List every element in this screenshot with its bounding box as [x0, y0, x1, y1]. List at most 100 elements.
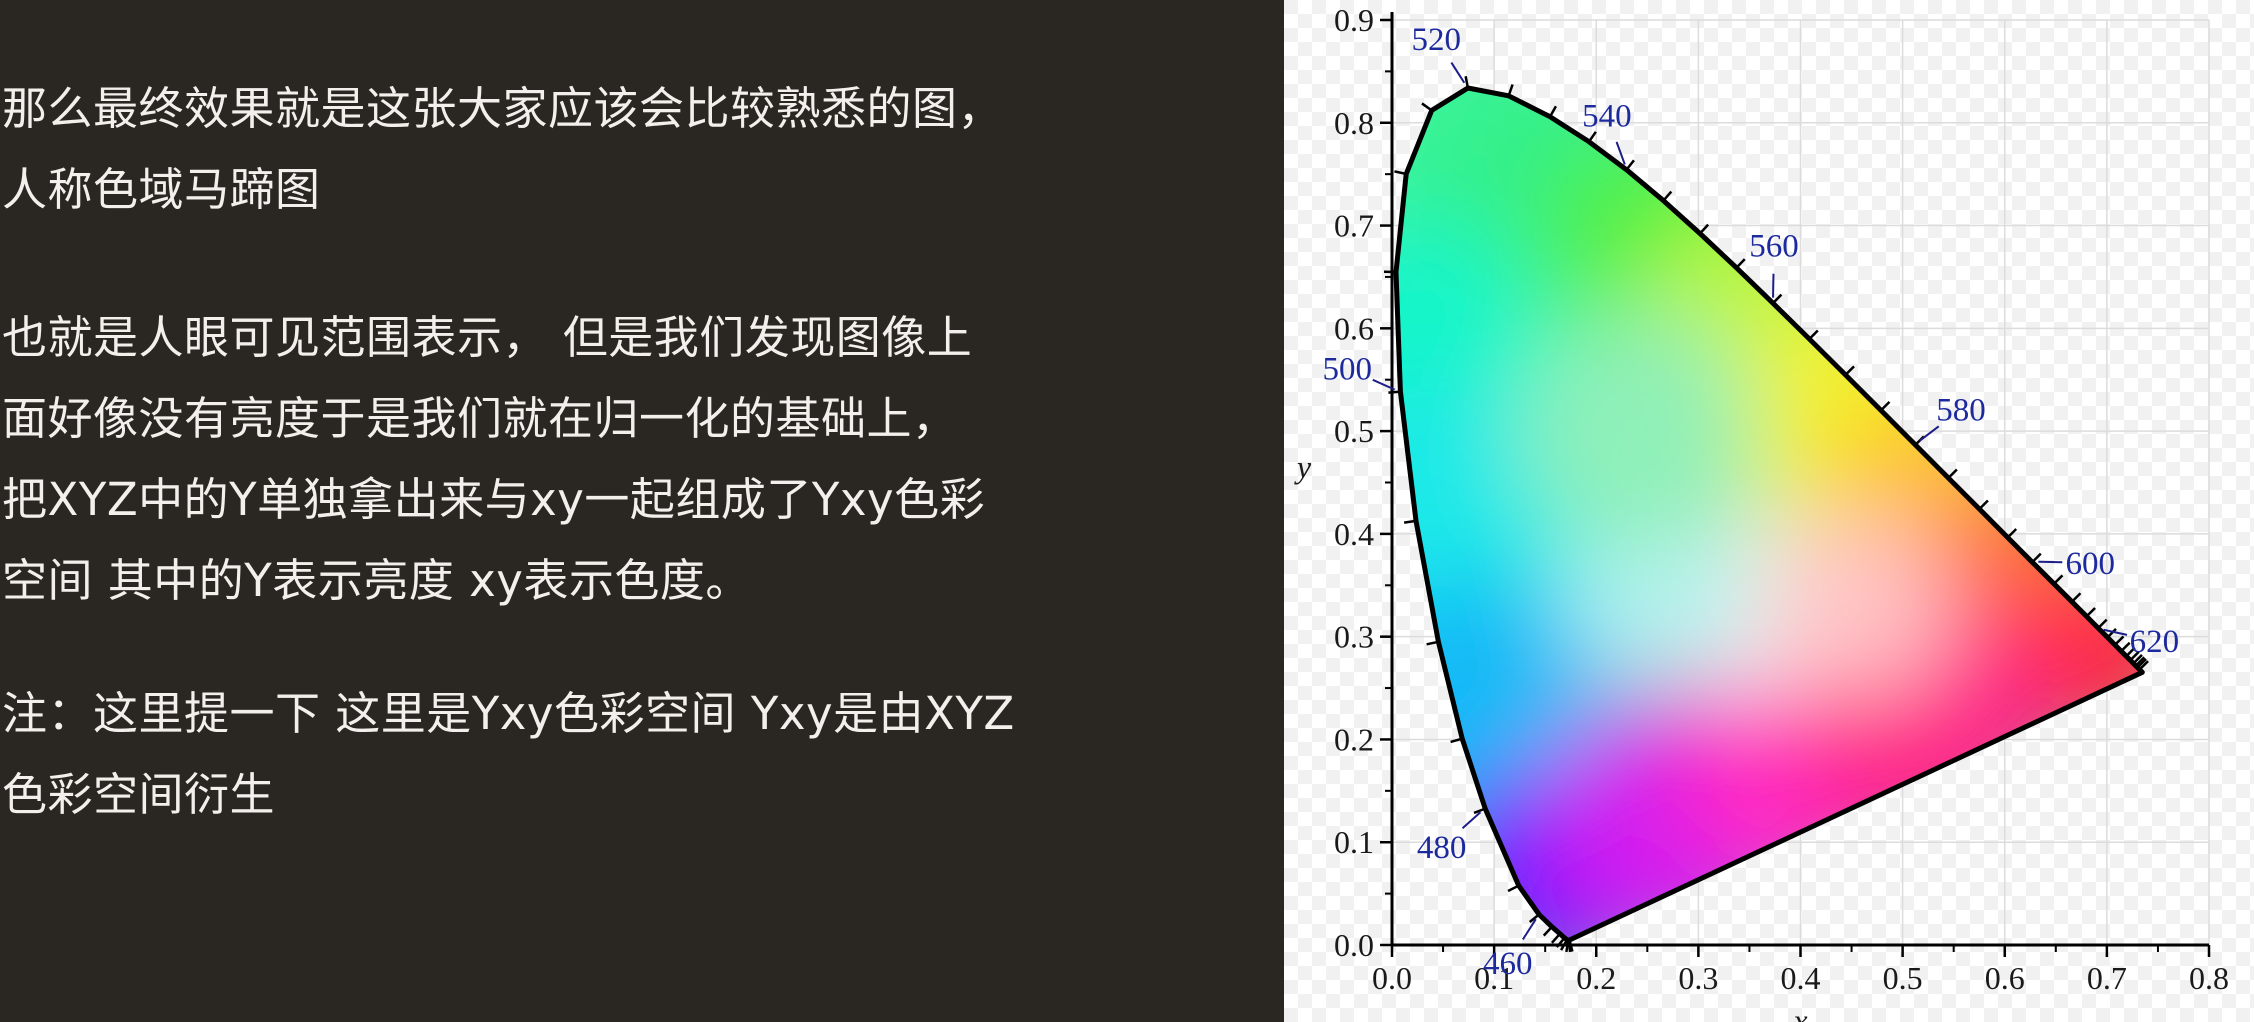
axes: 0.0 0.1 0.2 0.3 0.4 0.5 0.6 0.7 0.8 0.0 0.1 0.2 0.3 0…	[1294, 2, 2229, 1022]
wavelength-label: 600	[2066, 546, 2116, 582]
locus-tick	[1388, 390, 1401, 394]
paragraph-intro: 那么最终效果就是这张大家应该会比较熟悉的图， 人称色域马蹄图	[2, 68, 1003, 230]
locus-tick	[1464, 76, 1470, 89]
wavelength-leader-line	[1615, 141, 1626, 165]
locus-tick	[1662, 190, 1673, 202]
locus-tick	[1947, 468, 1958, 479]
chromaticity-diagram-panel: 0.0 0.1 0.2 0.3 0.4 0.5 0.6 0.7 0.8 0.0 0.1 0.2 0.3 0…	[1284, 0, 2254, 1022]
y-tick-label: 0.5	[1334, 413, 1374, 449]
y-tick-label: 0.3	[1334, 619, 1374, 655]
x-tick-label: 0.3	[1678, 960, 1718, 996]
locus-tick	[2138, 660, 2149, 671]
paragraph-note: 注：这里提一下 这里是Yxy色彩空间 Yxy是由XYZ 色彩空间衍生	[2, 673, 1015, 835]
locus-tick	[1551, 932, 1561, 944]
wavelength-tick-marks	[1383, 76, 2149, 953]
wavelength-label: 520	[1411, 22, 1461, 58]
wavelength-label: 580	[1936, 392, 1986, 428]
wavelength-label: 480	[1417, 830, 1467, 866]
wavelength-leader-line	[1461, 811, 1482, 829]
gamut-color-blob	[1771, 515, 1952, 696]
locus-tick	[1625, 159, 1635, 171]
text-panel: 那么最终效果就是这张大家应该会比较熟悉的图， 人称色域马蹄图 也就是人眼可见范围表…	[2, 68, 1015, 835]
locus-tick	[1507, 84, 1514, 97]
paragraph-line: 那么最终效果就是这张大家应该会比较熟悉的图，	[2, 82, 1004, 135]
wavelength-leader-line	[1372, 378, 1396, 391]
y-tick-label: 0.4	[1334, 516, 1374, 552]
locus-tick	[2129, 650, 2140, 662]
locus-tick	[1507, 884, 1520, 893]
wavelength-leader-line	[1450, 62, 1466, 84]
locus-tick	[1450, 737, 1463, 744]
locus-tick	[1403, 519, 1417, 524]
x-tick-label: 0.5	[1883, 960, 1923, 996]
wavelength-leader-line	[1522, 918, 1537, 940]
paragraph-line: 人称色域马蹄图	[2, 163, 321, 216]
y-tick-label: 0.9	[1334, 2, 1374, 38]
y-tick-label: 0.2	[1334, 721, 1374, 757]
gamut-color-blob	[1567, 505, 1748, 686]
wavelength-label: 500	[1322, 351, 1372, 387]
locus-tick	[2134, 656, 2146, 667]
locus-tick	[1528, 913, 1540, 923]
x-tick-label: 0.8	[2189, 960, 2229, 996]
wavelength-label: 460	[1483, 946, 1533, 982]
locus-tick	[1880, 400, 1891, 412]
locus-tick	[1808, 329, 1819, 340]
locus-tick	[2053, 574, 2064, 585]
y-tick-label: 0.0	[1334, 927, 1374, 963]
x-tick-label: 0.4	[1781, 960, 1821, 996]
gamut-color-blob	[2016, 567, 2143, 748]
locus-tick	[2006, 528, 2018, 539]
paragraph-line: 面好像没有亮度于是我们就在归一化的基础上，	[2, 392, 958, 445]
wavelength-label: 540	[1582, 99, 1632, 135]
wavelength-leader-line	[1919, 425, 1940, 442]
y-axis-title: y	[1294, 448, 1312, 484]
wavelength-label: 620	[2130, 624, 2180, 660]
locus-tick	[2097, 618, 2108, 630]
locus-tick	[1548, 105, 1558, 118]
locus-tick	[2071, 592, 2082, 603]
locus-tick	[1394, 170, 1407, 176]
gamut-color-blob	[1517, 311, 1758, 552]
paragraph-line: 注：这里提一下 这里是Yxy色彩空间 Yxy是由XYZ	[2, 687, 1015, 740]
locus-tick	[1542, 925, 1553, 937]
wavelength-label: 560	[1749, 229, 1799, 265]
x-tick-label: 0.1	[1474, 960, 1514, 996]
locus-tick	[1699, 223, 1710, 235]
locus-tick	[1421, 102, 1433, 112]
paragraph-explanation: 也就是人眼可见范围表示， 但是我们发现图像上 面好像没有亮度于是我们就在归一化的基…	[2, 297, 985, 621]
locus-tick	[2031, 552, 2042, 564]
locus-tick	[1473, 807, 1486, 815]
locus-tick	[1426, 640, 1439, 646]
wavelength-leader-line	[2103, 628, 2128, 636]
x-tick-label: 0.6	[1985, 960, 2025, 996]
y-tick-label: 0.7	[1334, 208, 1374, 244]
cie-chromaticity-diagram: 0.0 0.1 0.2 0.3 0.4 0.5 0.6 0.7 0.8 0.0 0.1 0.2 0.3 0…	[1284, 0, 2254, 1022]
x-tick-label: 0.2	[1576, 960, 1616, 996]
locus-tick	[2106, 628, 2117, 639]
spectral-locus-outline	[1393, 85, 2145, 943]
locus-tick	[2114, 635, 2125, 646]
wavelength-leader-line	[2038, 560, 2063, 564]
locus-tick	[1587, 131, 1597, 143]
paragraph-line: 把XYZ中的Y单独拿出来与xy一起组成了Yxy色彩	[2, 473, 986, 526]
paragraph-line: 色彩空间衍生	[2, 768, 276, 821]
y-tick-label: 0.1	[1334, 824, 1374, 860]
wavelength-labels: 460 480 500 520 540 560 580 600 620	[1322, 22, 2179, 982]
locus-tick	[2136, 658, 2147, 669]
locus-tick	[2132, 654, 2143, 665]
locus-tick	[1978, 499, 1989, 510]
locus-tick	[2085, 607, 2096, 618]
x-tick-label: 0.7	[2087, 960, 2127, 996]
locus-tick	[1772, 293, 1783, 305]
y-tick-label: 0.6	[1334, 310, 1374, 346]
y-tick-label: 0.8	[1334, 105, 1374, 141]
paragraph-line: 也就是人眼可见范围表示， 但是我们发现图像上	[2, 311, 973, 364]
paragraph-line: 空间 其中的Y表示亮度 xy表示色度。	[2, 554, 751, 607]
locus-tick	[1735, 258, 1746, 269]
locus-tick	[2125, 646, 2136, 658]
x-tick-label: 0.0	[1372, 960, 1412, 996]
locus-tick	[2120, 641, 2131, 653]
locus-tick	[1844, 365, 1855, 376]
